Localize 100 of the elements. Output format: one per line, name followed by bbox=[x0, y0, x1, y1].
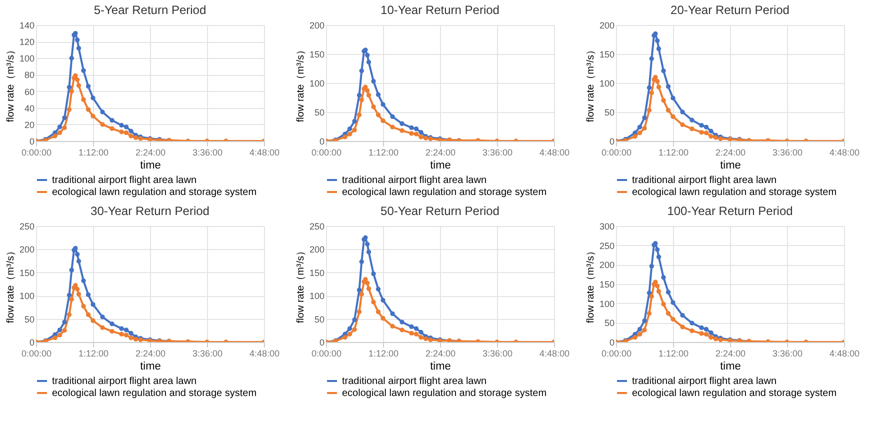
x-tick-label: 4:48:00 bbox=[829, 148, 860, 158]
x-tick-label: 2:24:00 bbox=[715, 348, 746, 358]
point bbox=[110, 322, 114, 326]
point bbox=[342, 134, 348, 140]
point bbox=[364, 242, 370, 246]
point bbox=[649, 56, 654, 61]
y-tick-label: 100 bbox=[599, 298, 614, 309]
chart-title: 5-Year Return Period bbox=[94, 3, 206, 17]
y-tick-label: 100 bbox=[599, 78, 614, 88]
point bbox=[76, 46, 82, 51]
point bbox=[73, 73, 78, 78]
point bbox=[81, 278, 86, 284]
point bbox=[364, 88, 370, 93]
point bbox=[119, 332, 124, 336]
legend-label: traditional airport flight area lawn bbox=[52, 376, 197, 387]
point bbox=[62, 125, 67, 130]
point bbox=[654, 247, 660, 252]
x-axis-title: time bbox=[430, 160, 451, 172]
point bbox=[418, 130, 424, 135]
y-tick-label: 0 bbox=[609, 338, 614, 348]
x-axis-title: time bbox=[140, 360, 161, 372]
y-tick-label: 80 bbox=[24, 70, 34, 80]
point bbox=[380, 316, 386, 321]
point bbox=[656, 46, 662, 52]
point bbox=[400, 121, 404, 126]
point bbox=[654, 38, 660, 43]
point bbox=[708, 335, 714, 340]
point bbox=[380, 102, 386, 107]
point bbox=[661, 275, 666, 280]
point bbox=[680, 122, 685, 128]
y-tick-label: 300 bbox=[599, 222, 614, 232]
x-tick-label: 2:24:00 bbox=[425, 148, 456, 158]
point bbox=[400, 328, 404, 332]
point bbox=[666, 108, 671, 113]
x-tick-label: 0:00:00 bbox=[21, 148, 52, 158]
x-tick-label: 1:12:00 bbox=[368, 148, 399, 158]
point bbox=[352, 327, 357, 332]
point bbox=[699, 130, 704, 135]
point bbox=[371, 104, 376, 110]
point bbox=[649, 294, 654, 299]
point bbox=[359, 68, 364, 74]
point bbox=[81, 97, 86, 102]
chart-title: 10-Year Return Period bbox=[380, 3, 500, 17]
y-tick-label: 100 bbox=[19, 291, 34, 302]
point bbox=[52, 335, 58, 340]
point bbox=[66, 292, 72, 298]
y-tick-label: 200 bbox=[19, 244, 34, 255]
y-tick-label: 20 bbox=[24, 120, 34, 130]
point bbox=[366, 60, 372, 64]
point bbox=[704, 124, 709, 130]
point bbox=[90, 96, 96, 100]
point bbox=[666, 311, 671, 316]
point bbox=[366, 286, 372, 291]
x-tick-label: 1:12:00 bbox=[658, 148, 689, 158]
point bbox=[371, 300, 376, 304]
y-axis-title: flow rate（m³/s） bbox=[5, 246, 16, 324]
point bbox=[637, 332, 642, 337]
point bbox=[656, 84, 662, 90]
point bbox=[414, 132, 419, 136]
point bbox=[86, 84, 91, 89]
x-axis-title: time bbox=[720, 160, 741, 172]
y-tick-label: 40 bbox=[24, 103, 34, 114]
point bbox=[356, 92, 362, 98]
point bbox=[76, 292, 82, 297]
point bbox=[649, 90, 654, 96]
point bbox=[62, 115, 67, 120]
y-tick-label: 0 bbox=[29, 338, 34, 348]
point bbox=[642, 115, 647, 120]
point bbox=[414, 332, 419, 336]
y-axis-title: flow rate（m³/s） bbox=[295, 246, 306, 324]
point bbox=[81, 304, 86, 309]
point bbox=[642, 328, 647, 332]
point bbox=[74, 38, 80, 42]
point bbox=[680, 110, 685, 114]
point bbox=[69, 88, 74, 94]
point bbox=[90, 302, 96, 307]
y-tick-label: 200 bbox=[599, 260, 614, 270]
point bbox=[359, 259, 364, 264]
x-tick-label: 0:00:00 bbox=[311, 148, 342, 158]
point bbox=[133, 135, 138, 140]
y-tick-label: 150 bbox=[309, 268, 324, 278]
point bbox=[699, 331, 704, 336]
y-tick-label: 250 bbox=[19, 222, 34, 232]
point bbox=[119, 130, 124, 134]
point bbox=[670, 300, 676, 305]
chart-title: 100-Year Return Period bbox=[667, 204, 793, 218]
point bbox=[637, 326, 642, 332]
point bbox=[124, 124, 129, 130]
y-axis-title: flow rate（m³/s） bbox=[5, 44, 16, 122]
point bbox=[128, 134, 134, 138]
point bbox=[76, 258, 82, 264]
y-tick-label: 50 bbox=[314, 108, 324, 118]
point bbox=[666, 84, 671, 89]
point bbox=[654, 78, 660, 84]
legend-label: ecological lawn regulation and storage system bbox=[632, 187, 837, 198]
x-tick-label: 1:12:00 bbox=[78, 148, 109, 158]
point bbox=[366, 250, 372, 254]
point bbox=[670, 96, 676, 100]
y-tick-label: 100 bbox=[309, 78, 324, 88]
point bbox=[371, 271, 376, 276]
